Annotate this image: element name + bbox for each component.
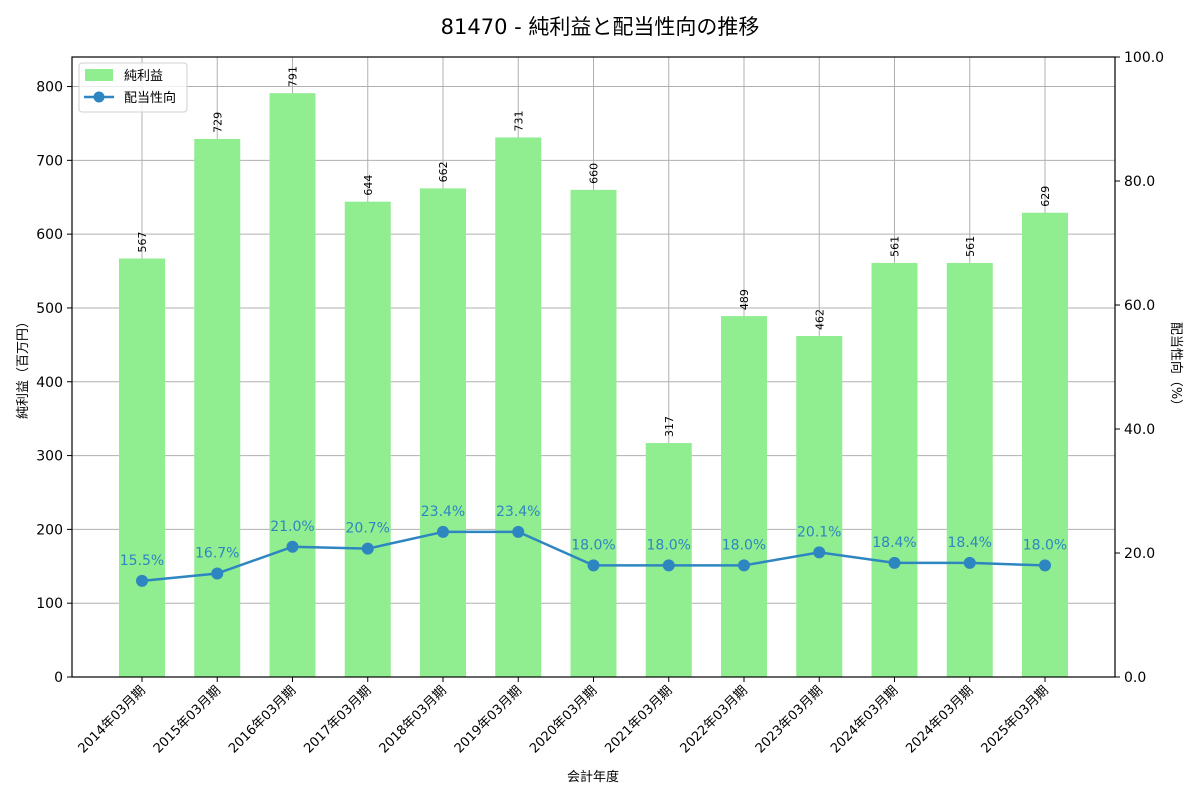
- line-value-label: 21.0%: [270, 519, 314, 535]
- x-tick-label: 2025年03月期: [979, 683, 1052, 756]
- line-marker: [587, 559, 600, 572]
- line-value-label: 18.0%: [647, 537, 691, 553]
- line-value-label: 16.7%: [195, 545, 239, 561]
- line-marker: [437, 525, 449, 538]
- y-left-tick-label: 600: [36, 227, 63, 243]
- x-axis-tick-labels: 2014年03月期 2015年03月期 2016年03月期 2017年03月期 2018…: [76, 677, 1052, 757]
- y-left-tick-label: 0: [54, 670, 63, 686]
- x-tick-label: 2015年03月期: [151, 683, 224, 756]
- bar-value-labels: 567 729 791 644 662 731 660 317 489 462 561 561 629: [136, 66, 1052, 437]
- bar: [119, 258, 165, 677]
- bar: [570, 189, 617, 677]
- bar-value-label: 731: [512, 110, 525, 131]
- line-value-label: 20.1%: [797, 524, 841, 540]
- bar-value-label: 567: [136, 232, 149, 253]
- y-left-tick-label: 700: [36, 153, 63, 169]
- x-tick-label: 2021年03月期: [602, 683, 675, 756]
- x-tick-label: 2018年03月期: [377, 683, 450, 756]
- line-marker: [888, 556, 901, 569]
- y-left-tick-label: 100: [36, 596, 63, 612]
- bar-value-label: 317: [663, 416, 676, 437]
- bar: [871, 262, 918, 677]
- y-right-tick-label: 80.0: [1124, 174, 1155, 190]
- chart-title: 81470 - 純利益と配当性向の推移: [441, 15, 760, 39]
- bar-value-label: 662: [437, 161, 450, 182]
- y-left-tick-label: 800: [36, 80, 63, 96]
- line-marker: [361, 542, 374, 555]
- x-tick-label: 2024年03月期: [903, 683, 976, 756]
- line-value-label: 23.4%: [496, 504, 540, 520]
- bar: [495, 137, 542, 677]
- bar: [420, 188, 466, 677]
- line-value-label: 18.4%: [948, 535, 992, 551]
- y-left-tick-label: 400: [36, 375, 63, 391]
- axes: 0 100 200 300 400 500 600 700 800 0.0 20.0 40.0 60.0…: [36, 50, 1164, 686]
- line-value-label: 18.0%: [571, 537, 615, 553]
- line-value-label: 20.7%: [346, 521, 390, 537]
- bar-value-label: 462: [813, 309, 826, 330]
- line-marker: [963, 556, 976, 569]
- bar-value-label: 561: [964, 236, 977, 257]
- y-right-tick-label: 100.0: [1124, 50, 1164, 66]
- bar-value-label: 729: [211, 112, 224, 133]
- bar-value-label: 660: [588, 163, 601, 184]
- line-marker: [211, 567, 224, 580]
- line-value-label: 18.0%: [1023, 537, 1067, 553]
- line-marker: [662, 559, 675, 572]
- line-marker: [286, 540, 299, 553]
- bar-series-net-income: [119, 93, 1068, 677]
- x-tick-label: 2024年03月期: [828, 683, 901, 756]
- x-tick-label: 2020年03月期: [527, 683, 600, 756]
- bar: [1022, 212, 1068, 677]
- y-axis-left-label: 純利益（百万円）: [16, 315, 31, 419]
- bar: [344, 201, 391, 677]
- y-right-tick-label: 20.0: [1124, 546, 1155, 562]
- bar: [194, 138, 241, 677]
- legend-label-net-income: 純利益: [124, 69, 163, 84]
- bar: [796, 336, 843, 677]
- y-left-tick-label: 300: [36, 449, 63, 465]
- bar: [946, 262, 993, 677]
- bar-value-label: 561: [889, 236, 902, 257]
- x-tick-label: 2022年03月期: [678, 683, 751, 756]
- y-right-tick-label: 0.0: [1124, 670, 1146, 686]
- line-value-label: 23.4%: [421, 504, 465, 520]
- line-value-label: 18.4%: [872, 535, 916, 551]
- x-tick-label: 2023年03月期: [753, 683, 826, 756]
- bar-value-label: 644: [362, 175, 375, 196]
- legend-line-marker: [93, 91, 105, 103]
- x-tick-label: 2014年03月期: [76, 683, 149, 756]
- line-value-label: 15.5%: [120, 553, 164, 569]
- x-tick-label: 2019年03月期: [452, 683, 525, 756]
- bar-value-label: 791: [287, 66, 300, 87]
- line-value-label: 18.0%: [722, 537, 766, 553]
- x-tick-label: 2016年03月期: [226, 683, 299, 756]
- line-series-payout-ratio: 15.5% 16.7% 21.0% 20.7% 23.4% 23.4% 18.0% 18.0%…: [120, 504, 1067, 587]
- y-right-tick-label: 40.0: [1124, 422, 1155, 438]
- line-marker: [813, 546, 826, 559]
- bar: [721, 316, 767, 677]
- line-marker: [136, 574, 148, 587]
- legend-label-payout-ratio: 配当性向: [124, 90, 176, 106]
- y-axis-right-label: 配当性向（%）: [1168, 322, 1184, 412]
- y-right-tick-label: 60.0: [1124, 298, 1155, 314]
- legend: 純利益 配当性向: [78, 62, 188, 113]
- line-marker: [512, 525, 525, 538]
- y-left-tick-label: 500: [36, 301, 63, 317]
- y-left-tick-label: 200: [36, 522, 63, 538]
- bar: [269, 93, 316, 677]
- line-marker: [1039, 559, 1051, 572]
- line-marker: [738, 559, 750, 572]
- x-axis-label: 会計年度: [567, 769, 619, 785]
- bar-value-label: 629: [1039, 186, 1052, 207]
- bar-value-label: 489: [738, 289, 751, 310]
- x-tick-label: 2017年03月期: [301, 683, 374, 756]
- legend-bar-swatch: [85, 69, 113, 81]
